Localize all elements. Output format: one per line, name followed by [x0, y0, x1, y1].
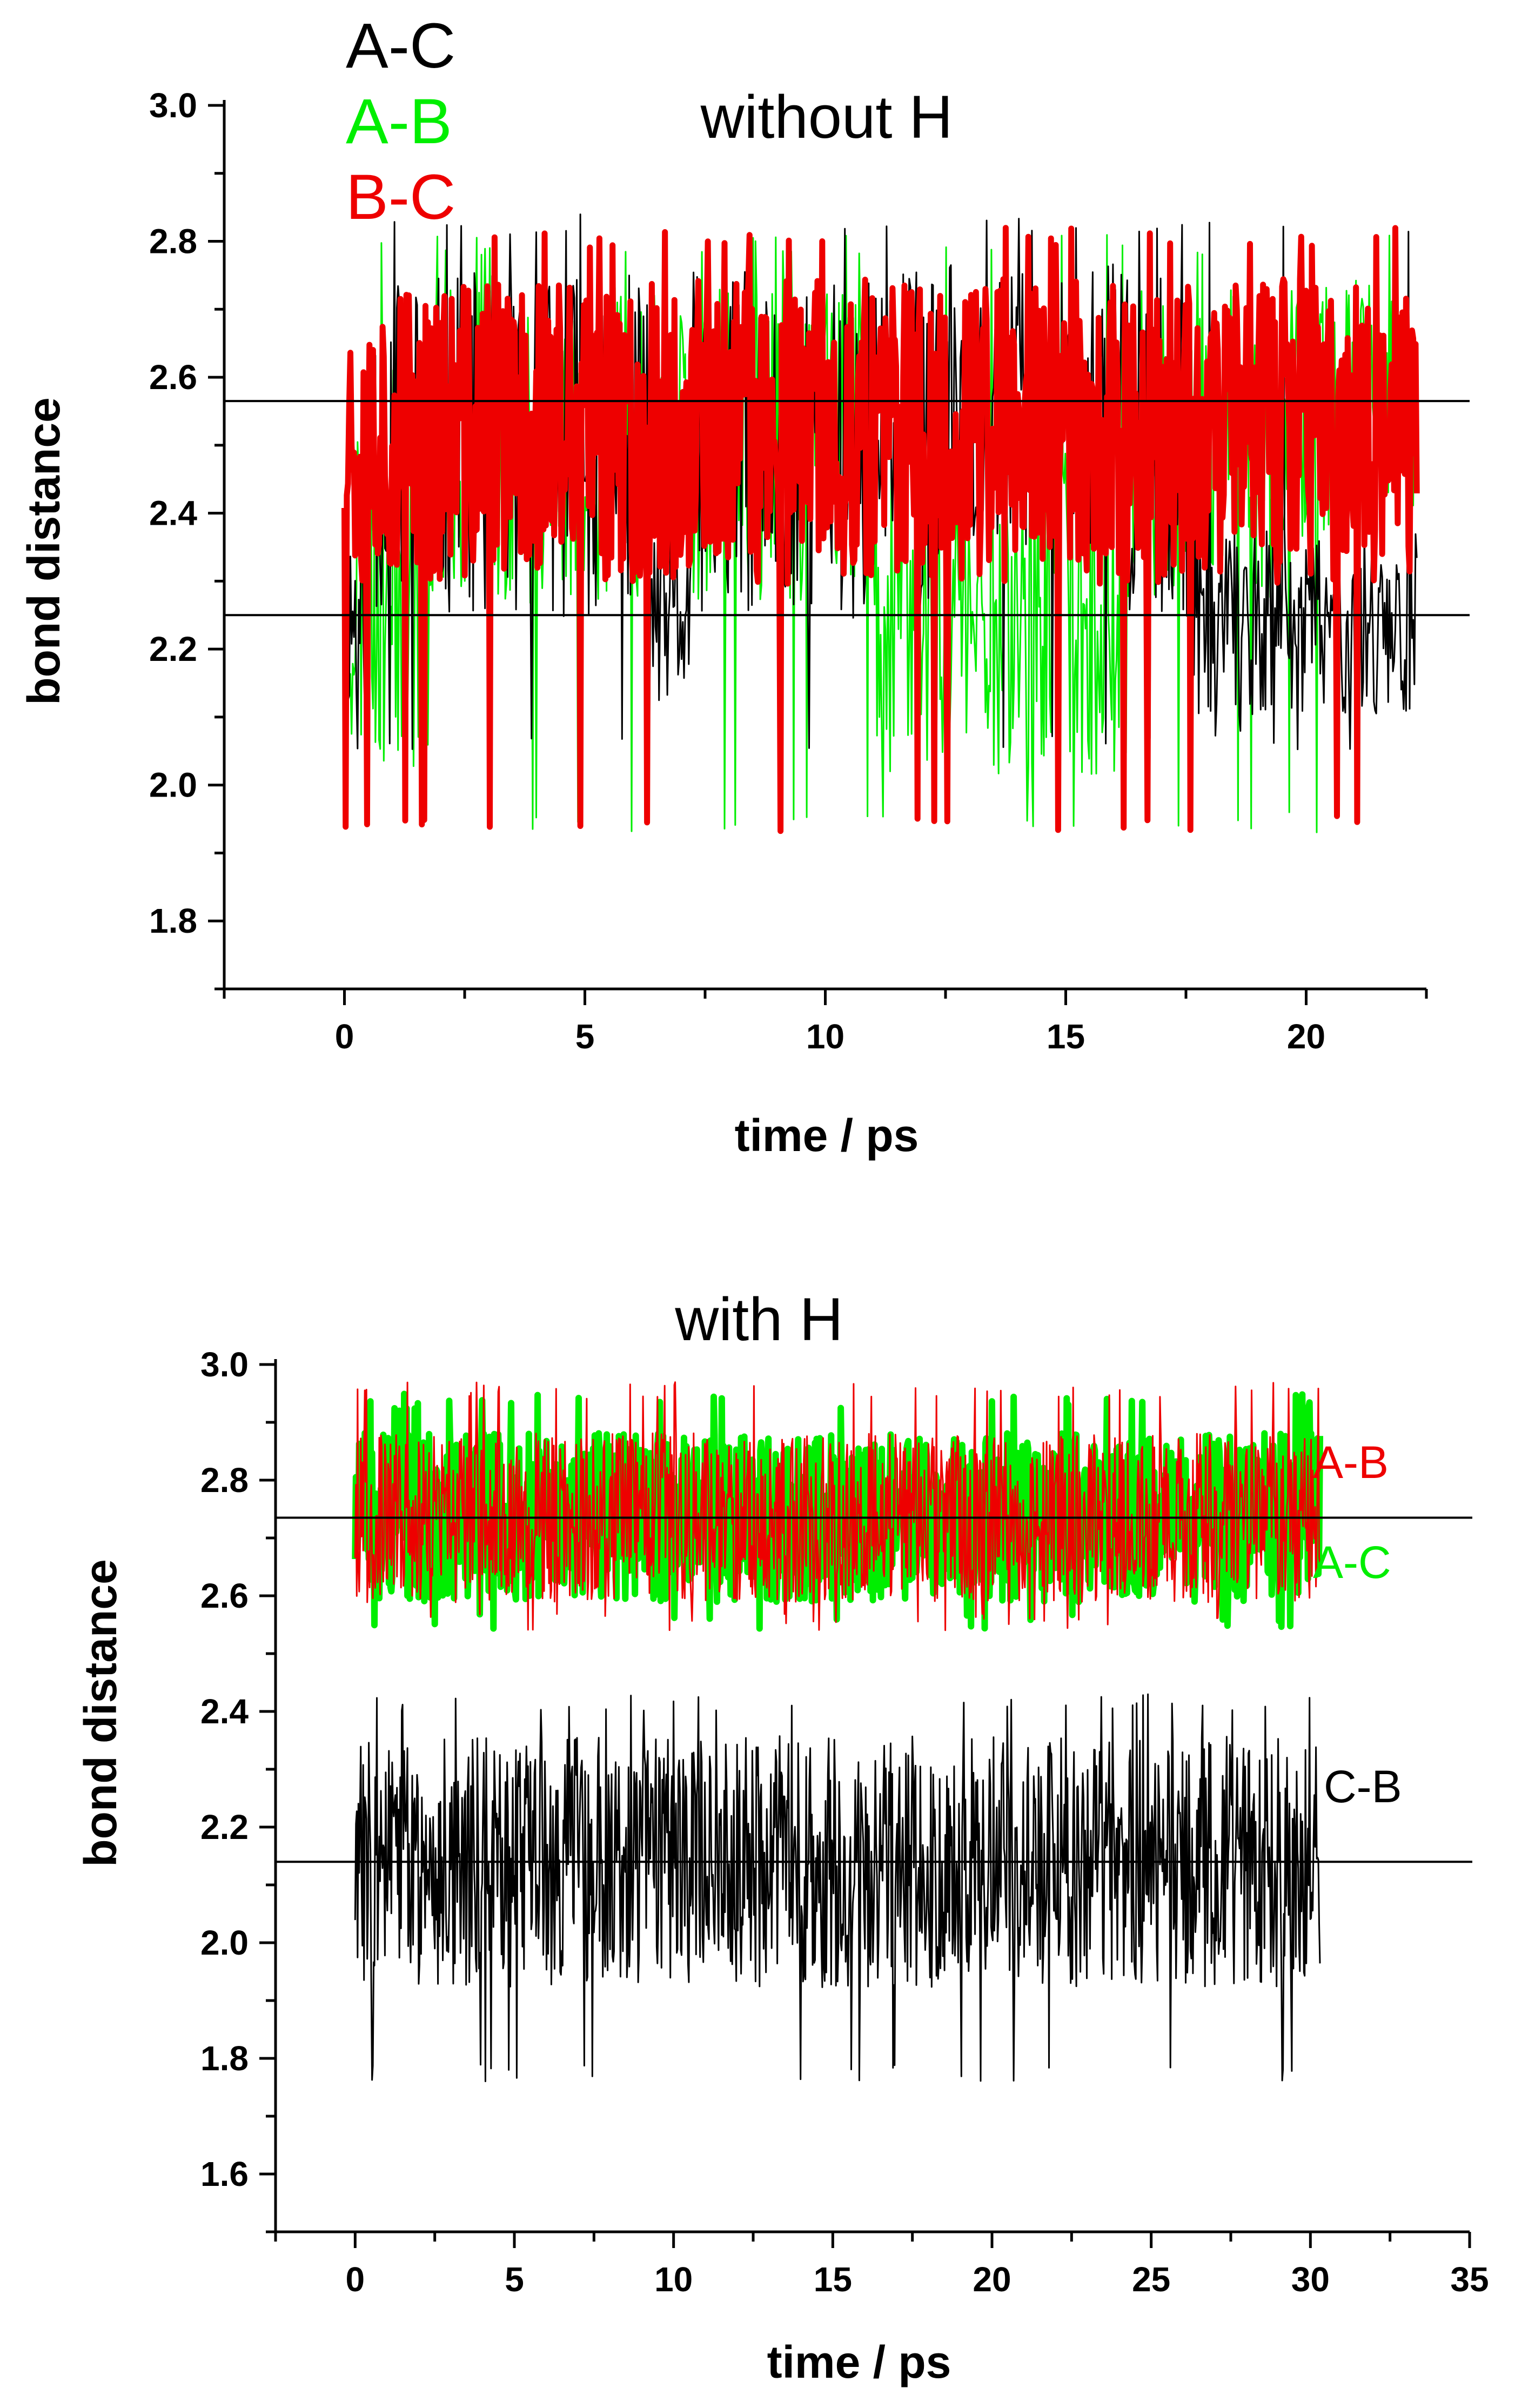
- legend-b-c: B-C: [346, 162, 455, 233]
- y-tick-label: 1.8: [149, 901, 197, 940]
- y-tick-label: 3.0: [200, 1345, 249, 1384]
- series-a-c: [352, 1390, 1323, 1632]
- y-tick-label: 2.4: [149, 494, 197, 533]
- y-tick-label: 2.6: [149, 358, 197, 397]
- series-a-b: [354, 1381, 1321, 1631]
- bottom-series-group: [352, 1381, 1323, 2082]
- label-a-b: A-B: [1313, 1437, 1389, 1488]
- y-tick-label: 2.6: [200, 1576, 249, 1615]
- x-tick-label: 15: [814, 2260, 852, 2299]
- panel-with-h: 1.6 1.8 2.0 2.2 2.4 2.6 2.8 3.0 0 5 10 15 20 25 30 35 w…: [75, 1286, 1489, 2387]
- x-tick-label: 0: [335, 1017, 354, 1056]
- y-tick-label: 2.8: [200, 1461, 249, 1500]
- legend-a-b: A-B: [346, 86, 452, 157]
- panel-without-h: 1.82.02.22.42.62.83.00 5 10 15 20 without H …: [18, 10, 1470, 1161]
- x-tick-label: 10: [806, 1017, 844, 1056]
- y-tick-label: 1.8: [200, 2039, 249, 2078]
- y-tick-label: 2.0: [200, 1923, 249, 1962]
- series-c-b: [354, 1693, 1321, 2082]
- top-axes: 1.8 2.0 2.2 2.4 2.6 2.8 3.0 0 5 10 15 20: [149, 86, 1428, 1056]
- x-tick-label: 20: [1287, 1017, 1325, 1056]
- y-tick-label: 2.0: [149, 766, 197, 805]
- bottom-axes: 1.6 1.8 2.0 2.2 2.4 2.6 2.8 3.0 0 5 10 15 20 25 30 35: [200, 1345, 1489, 2299]
- y-tick-label: 2.2: [200, 1808, 249, 1847]
- x-tick-label: 0: [346, 2260, 365, 2299]
- bottom-reference-lines: [276, 1516, 1472, 1863]
- series-b-c: [341, 225, 1420, 834]
- top-x-axis-title: time / ps: [735, 1110, 919, 1161]
- y-tick-label: 2.8: [149, 222, 197, 261]
- bottom-y-axis-title: bond distance: [75, 1559, 126, 1867]
- x-tick-label: 35: [1450, 2260, 1489, 2299]
- x-tick-label: 5: [575, 1017, 595, 1056]
- bottom-panel-title: with H: [674, 1286, 843, 1353]
- top-y-axis-title: bond distance: [18, 397, 69, 705]
- x-tick-label: 30: [1291, 2260, 1330, 2299]
- top-series-group: [341, 213, 1420, 834]
- y-tick-label: 1.6: [200, 2155, 249, 2193]
- label-a-c: A-C: [1313, 1537, 1391, 1588]
- y-tick-label: 2.2: [149, 630, 197, 668]
- x-tick-label: 10: [654, 2260, 693, 2299]
- label-c-b: C-B: [1324, 1761, 1402, 1812]
- bottom-x-axis-title: time / ps: [767, 2337, 951, 2387]
- x-tick-label: 20: [973, 2260, 1011, 2299]
- y-tick-label: 3.0: [149, 86, 197, 125]
- top-panel-title: without H: [700, 83, 953, 151]
- x-tick-label: 25: [1132, 2260, 1170, 2299]
- y-tick-label: 2.4: [200, 1692, 249, 1731]
- legend-a-c: A-C: [346, 10, 455, 82]
- x-tick-label: 5: [505, 2260, 524, 2299]
- top-reference-lines: [224, 400, 1470, 617]
- x-tick-label: 15: [1047, 1017, 1085, 1056]
